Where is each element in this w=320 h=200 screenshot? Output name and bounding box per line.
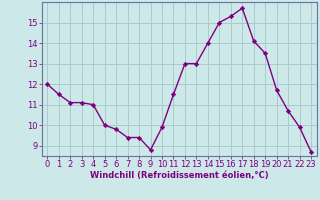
X-axis label: Windchill (Refroidissement éolien,°C): Windchill (Refroidissement éolien,°C) — [90, 171, 268, 180]
